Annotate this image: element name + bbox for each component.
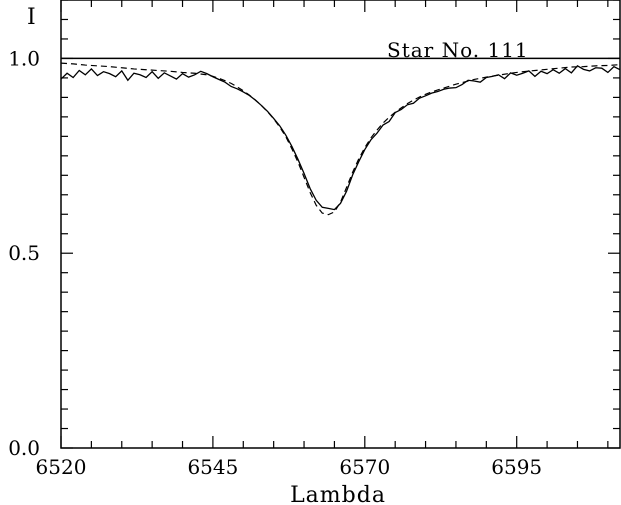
- series-solid-line: [60, 65, 621, 211]
- x-tick-label: 6595: [491, 455, 542, 479]
- y-tick-label: 1.0: [8, 46, 40, 70]
- x-tick-label: 6570: [339, 455, 390, 479]
- y-tick-label: 0.5: [8, 241, 40, 265]
- chart-title: Star No. 111: [387, 38, 529, 62]
- tick-labels: 6520 6545 6570 6595 0.0 0.5 1.0: [8, 46, 542, 479]
- x-tick-label: 6520: [36, 455, 87, 479]
- series-dashed-line: [60, 62, 621, 216]
- x-axis-label: Lambda: [290, 483, 386, 505]
- y-axis-label: I: [27, 5, 37, 30]
- y-tick-label: 0.0: [8, 436, 40, 460]
- plot-frame: [60, 0, 621, 449]
- axis-ticks: [60, 0, 620, 449]
- x-tick-label: 6545: [187, 455, 238, 479]
